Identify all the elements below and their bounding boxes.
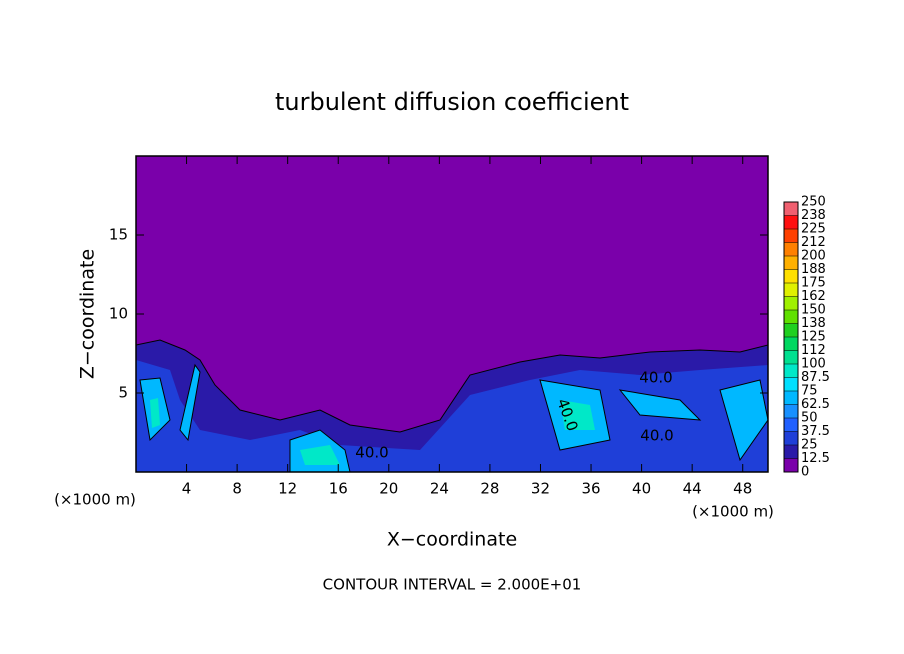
x-axis-title: X−coordinate (387, 529, 517, 551)
colorbar-label: 100 (801, 357, 826, 372)
colorbar-label: 37.5 (801, 424, 830, 439)
x-tick-label: 28 (480, 480, 499, 498)
contour-label: 40.0 (355, 444, 388, 462)
colorbar-label: 238 (801, 208, 826, 223)
x-tick-label: 44 (683, 480, 702, 498)
x-tick-label: 20 (379, 480, 398, 498)
x-tick-label: 16 (329, 480, 348, 498)
colorbar-band (784, 458, 798, 472)
colorbar-band (784, 364, 798, 378)
x-tick-label: 12 (278, 480, 297, 498)
colorbar-band (784, 404, 798, 418)
colorbar-band (784, 283, 798, 297)
colorbar-band (784, 337, 798, 351)
x-tick-label: 24 (430, 480, 449, 498)
colorbar-band (784, 323, 798, 337)
colorbar-label: 125 (801, 330, 826, 345)
colorbar-band (784, 296, 798, 310)
x-tick-label: 36 (581, 480, 600, 498)
x-tick-label: 4 (182, 480, 192, 498)
footer: CONTOUR INTERVAL = 2.000E+01 (323, 576, 582, 594)
colorbar-label: 225 (801, 222, 826, 237)
x-tick-label: 32 (531, 480, 550, 498)
y-tick-label: 15 (109, 226, 128, 244)
colorbar-band (784, 202, 798, 216)
colorbar-label: 175 (801, 276, 826, 291)
colorbar-band (784, 418, 798, 432)
colorbar-label: 25 (801, 438, 818, 453)
colorbar-band (784, 391, 798, 405)
colorbar-label: 162 (801, 289, 826, 304)
colorbar-band (784, 350, 798, 364)
colorbar-label: 250 (801, 195, 826, 210)
colorbar-label: 50 (801, 411, 818, 426)
colorbar-label: 188 (801, 262, 826, 277)
y-unit: (×1000 m) (54, 491, 136, 509)
x-tick-label: 40 (632, 480, 651, 498)
colorbar-label: 138 (801, 316, 826, 331)
colorbar-band (784, 229, 798, 243)
colorbar-band (784, 242, 798, 256)
colorbar-band (784, 445, 798, 459)
colorbar-band (784, 431, 798, 445)
chart-title: turbulent diffusion coefficient (275, 88, 629, 116)
colorbar-label: 87.5 (801, 370, 830, 385)
colorbar-band (784, 377, 798, 391)
y-tick-label: 5 (118, 384, 128, 402)
colorbar-label: 112 (801, 343, 826, 358)
field-region (139, 363, 768, 472)
colorbar-band (784, 269, 798, 283)
x-tick-label: 48 (733, 480, 752, 498)
colorbar-label: 62.5 (801, 397, 830, 412)
x-tick-label: 8 (232, 480, 242, 498)
colorbar-band (784, 215, 798, 229)
colorbar-label: 212 (801, 235, 826, 250)
colorbar-label: 12.5 (801, 451, 830, 466)
colorbar-label: 150 (801, 303, 826, 318)
colorbar-band (784, 310, 798, 324)
colorbar-label: 0 (801, 465, 809, 480)
contour-label: 40.0 (639, 369, 672, 387)
field (136, 156, 768, 472)
colorbar-label: 75 (801, 384, 818, 399)
y-tick-label: 10 (109, 305, 128, 323)
contour-label: 40.0 (640, 427, 673, 445)
colorbar-label: 200 (801, 249, 826, 264)
x-unit: (×1000 m) (692, 503, 774, 521)
y-axis-title: Z−coordinate (77, 249, 99, 379)
colorbar-band (784, 256, 798, 270)
